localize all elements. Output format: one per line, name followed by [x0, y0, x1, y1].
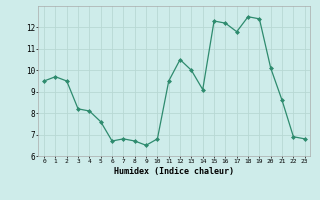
- X-axis label: Humidex (Indice chaleur): Humidex (Indice chaleur): [115, 167, 234, 176]
